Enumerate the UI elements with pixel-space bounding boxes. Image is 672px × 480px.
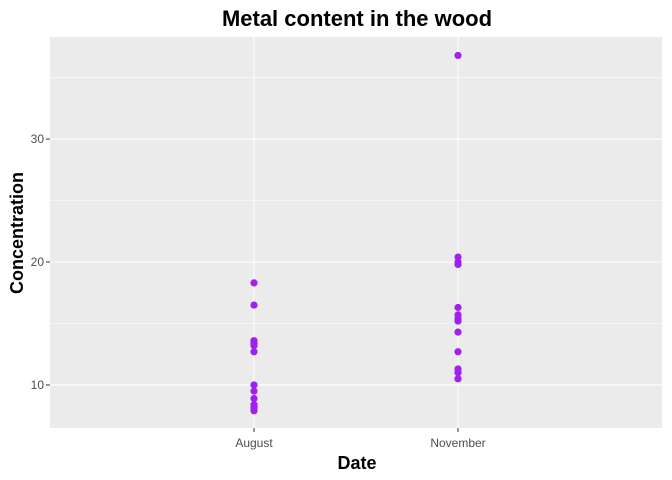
data-point [454,317,462,325]
axis-ticks [46,138,459,432]
data-point [250,342,258,350]
data-point [250,348,258,356]
data-points [250,51,462,415]
data-point [250,387,258,395]
data-point [454,369,462,377]
plot-panel [50,37,662,428]
data-point [250,279,258,287]
data-point [454,303,462,312]
data-point [250,381,258,389]
data-point [454,375,462,383]
data-point [250,394,258,403]
data-point [454,51,462,60]
data-point [250,301,258,309]
data-point [454,253,462,261]
data-point [250,407,258,415]
y-tick-label: 30 [31,132,45,146]
data-point [454,328,462,336]
y-axis-title: Concentration [7,172,27,294]
x-axis-title: Date [337,453,376,473]
grid-minor-lines [50,77,662,324]
data-point [454,348,462,356]
grid-major-lines [50,37,662,428]
chart-title: Metal content in the wood [222,6,492,31]
y-tick-label: 10 [31,378,45,392]
x-tick-label: November [430,436,485,450]
y-tick-label: 20 [31,255,45,269]
x-tick-label: August [235,436,273,450]
axis-tick-labels: 10 20 30 August November [31,132,486,450]
data-point [454,260,462,269]
